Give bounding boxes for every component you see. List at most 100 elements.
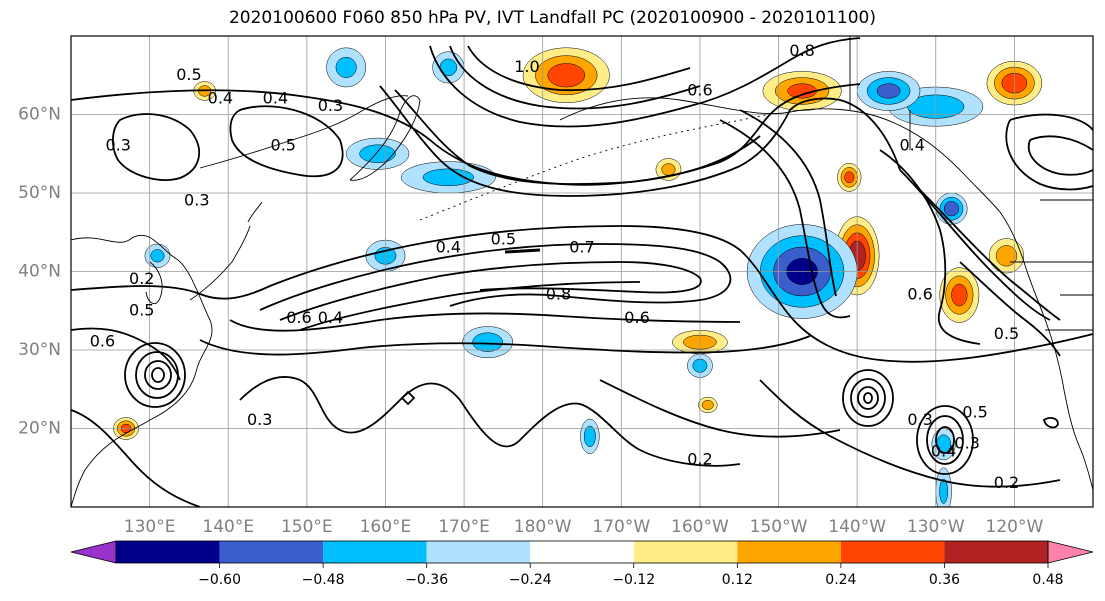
- contour-east-3: [879, 149, 981, 345]
- cyclone-east-ring-3: [857, 386, 879, 410]
- pv-shade-level: [335, 56, 357, 78]
- contour-label: 0.6: [624, 308, 649, 327]
- colorbar-extend-max: [1047, 540, 1094, 564]
- pv-positive-anomaly: [762, 71, 842, 111]
- cyclone-east-ring-2: [850, 378, 886, 418]
- longitude-label: 130°E: [124, 517, 176, 537]
- colorbar-frame: [115, 540, 1049, 564]
- contour-southern-3: [599, 379, 841, 438]
- colorbar-tick-label: −0.60: [198, 572, 241, 588]
- longitude-label: 140°W: [828, 517, 886, 537]
- colorbar-segment: [944, 541, 1048, 563]
- contour-bar-center: [504, 248, 541, 254]
- cyclone-west-ring-1: [124, 342, 186, 408]
- pv-shade-level: [422, 168, 475, 187]
- cyclone-south-ring-1: [916, 405, 974, 475]
- contour-kam-2: [394, 89, 761, 185]
- contour-label: 0.5: [129, 300, 154, 319]
- pv-positive-anomaly: [113, 417, 139, 440]
- contour-label: 0.8: [789, 41, 814, 60]
- pv-positive-anomaly: [698, 396, 718, 414]
- colorbar-tick-label: 0.36: [929, 572, 960, 588]
- canada-border: [849, 36, 1093, 263]
- contour-southern-4: [759, 379, 1061, 488]
- latitude-label: 50°N: [18, 183, 61, 203]
- pv-shade-level: [472, 332, 504, 352]
- longitude-labels: 130°E 140°E 150°E 160°E 170°E 180°W 170°W 160°W…: [124, 517, 1044, 537]
- colorbar-tick-label: 0.48: [1032, 572, 1063, 588]
- longitude-label: 170°E: [438, 517, 490, 537]
- cyclone-south-ring-3: [935, 426, 955, 454]
- asia-coast: [71, 235, 213, 507]
- pv-negative-anomaly: [144, 243, 171, 268]
- contour-label: 0.6: [687, 80, 712, 99]
- pv-shade-level: [661, 163, 676, 176]
- contour-north-jet-2: [429, 37, 861, 128]
- longitude-label: 150°E: [281, 517, 333, 537]
- pv-negative-anomaly: [400, 161, 496, 194]
- colorbar-tick-label: 0.24: [825, 572, 856, 588]
- colorbar-tick-label: −0.36: [405, 572, 448, 588]
- latitude-label: 30°N: [18, 340, 61, 360]
- pv-negative-anomaly: [935, 192, 968, 225]
- pv-positive-anomaly: [837, 162, 862, 192]
- contour-label: 0.5: [491, 230, 516, 249]
- colorbar-segment: [116, 541, 220, 563]
- contour-label: 0.3: [954, 434, 979, 453]
- contour-north-jet-4: [467, 45, 691, 92]
- contour-label: 1.0: [514, 57, 539, 76]
- map-title: 2020100600 F060 850 hPa PV, IVT Landfall…: [228, 8, 876, 28]
- longitude-label: 120°W: [986, 517, 1044, 537]
- longitude-label: 180°W: [514, 517, 572, 537]
- colorbar-tick-label: −0.24: [509, 572, 552, 588]
- ivt-contours: [71, 37, 1093, 507]
- longitude-label: 160°E: [360, 517, 412, 537]
- pv-negative-anomaly: [580, 418, 600, 454]
- contour-small-loop: [1042, 417, 1059, 429]
- contour-north-jet-3: [449, 45, 701, 110]
- coastlines: [71, 36, 1093, 507]
- contour-label: 0.4: [208, 88, 233, 107]
- pv-shade-level: [583, 425, 596, 447]
- colorbar-segment: [323, 541, 427, 563]
- latitude-label: 40°N: [18, 262, 61, 282]
- latitude-label: 20°N: [18, 419, 61, 439]
- contour-east-west-lower: [71, 327, 181, 381]
- pv-negative-anomaly: [432, 51, 465, 84]
- contour-label: 0.4: [899, 135, 924, 154]
- colorbar-tick-label: −0.12: [612, 572, 655, 588]
- pv-shade-level: [844, 171, 855, 184]
- colorbar-extend-min: [70, 540, 117, 564]
- contour-label: 0.4: [263, 88, 288, 107]
- contour-label: 0.8: [546, 285, 571, 304]
- contour-label: 0.7: [569, 237, 594, 256]
- contour-kam-1: [379, 85, 901, 197]
- pv-shade-level: [150, 249, 165, 263]
- latitude-labels: 20°N 30°N 40°N 50°N 60°N: [18, 105, 61, 439]
- korea-coast: [145, 261, 163, 305]
- colorbar-segment: [426, 541, 531, 563]
- contour-diamond: [400, 390, 416, 406]
- contour-label: 0.5: [176, 65, 201, 84]
- alaska-coast: [559, 97, 1001, 213]
- contour-label: 0.3: [184, 190, 209, 209]
- pv-positive-anomaly: [939, 267, 980, 323]
- colorbar-segment: [737, 541, 841, 563]
- contour-nw-loop: [229, 105, 344, 178]
- colorbar-tick-label: 0.12: [722, 572, 753, 588]
- contour-label: 0.4: [931, 442, 956, 461]
- contour-label: 0.2: [994, 473, 1019, 492]
- contour-main-4: [299, 281, 641, 331]
- cyclone-east-ring-4: [863, 392, 873, 404]
- contour-label: 0.6: [90, 332, 115, 351]
- contour-east-2: [739, 109, 837, 297]
- contour-label: 0.2: [129, 269, 154, 288]
- contour-main-1: [71, 225, 1093, 363]
- pv-negative-anomaly: [326, 47, 367, 88]
- pv-negative-anomaly: [345, 137, 410, 170]
- colorbar-segment: [219, 541, 324, 563]
- contour-label: 0.5: [994, 324, 1019, 343]
- contour-label: 0.4: [436, 237, 461, 256]
- longitude-label: 170°W: [592, 517, 650, 537]
